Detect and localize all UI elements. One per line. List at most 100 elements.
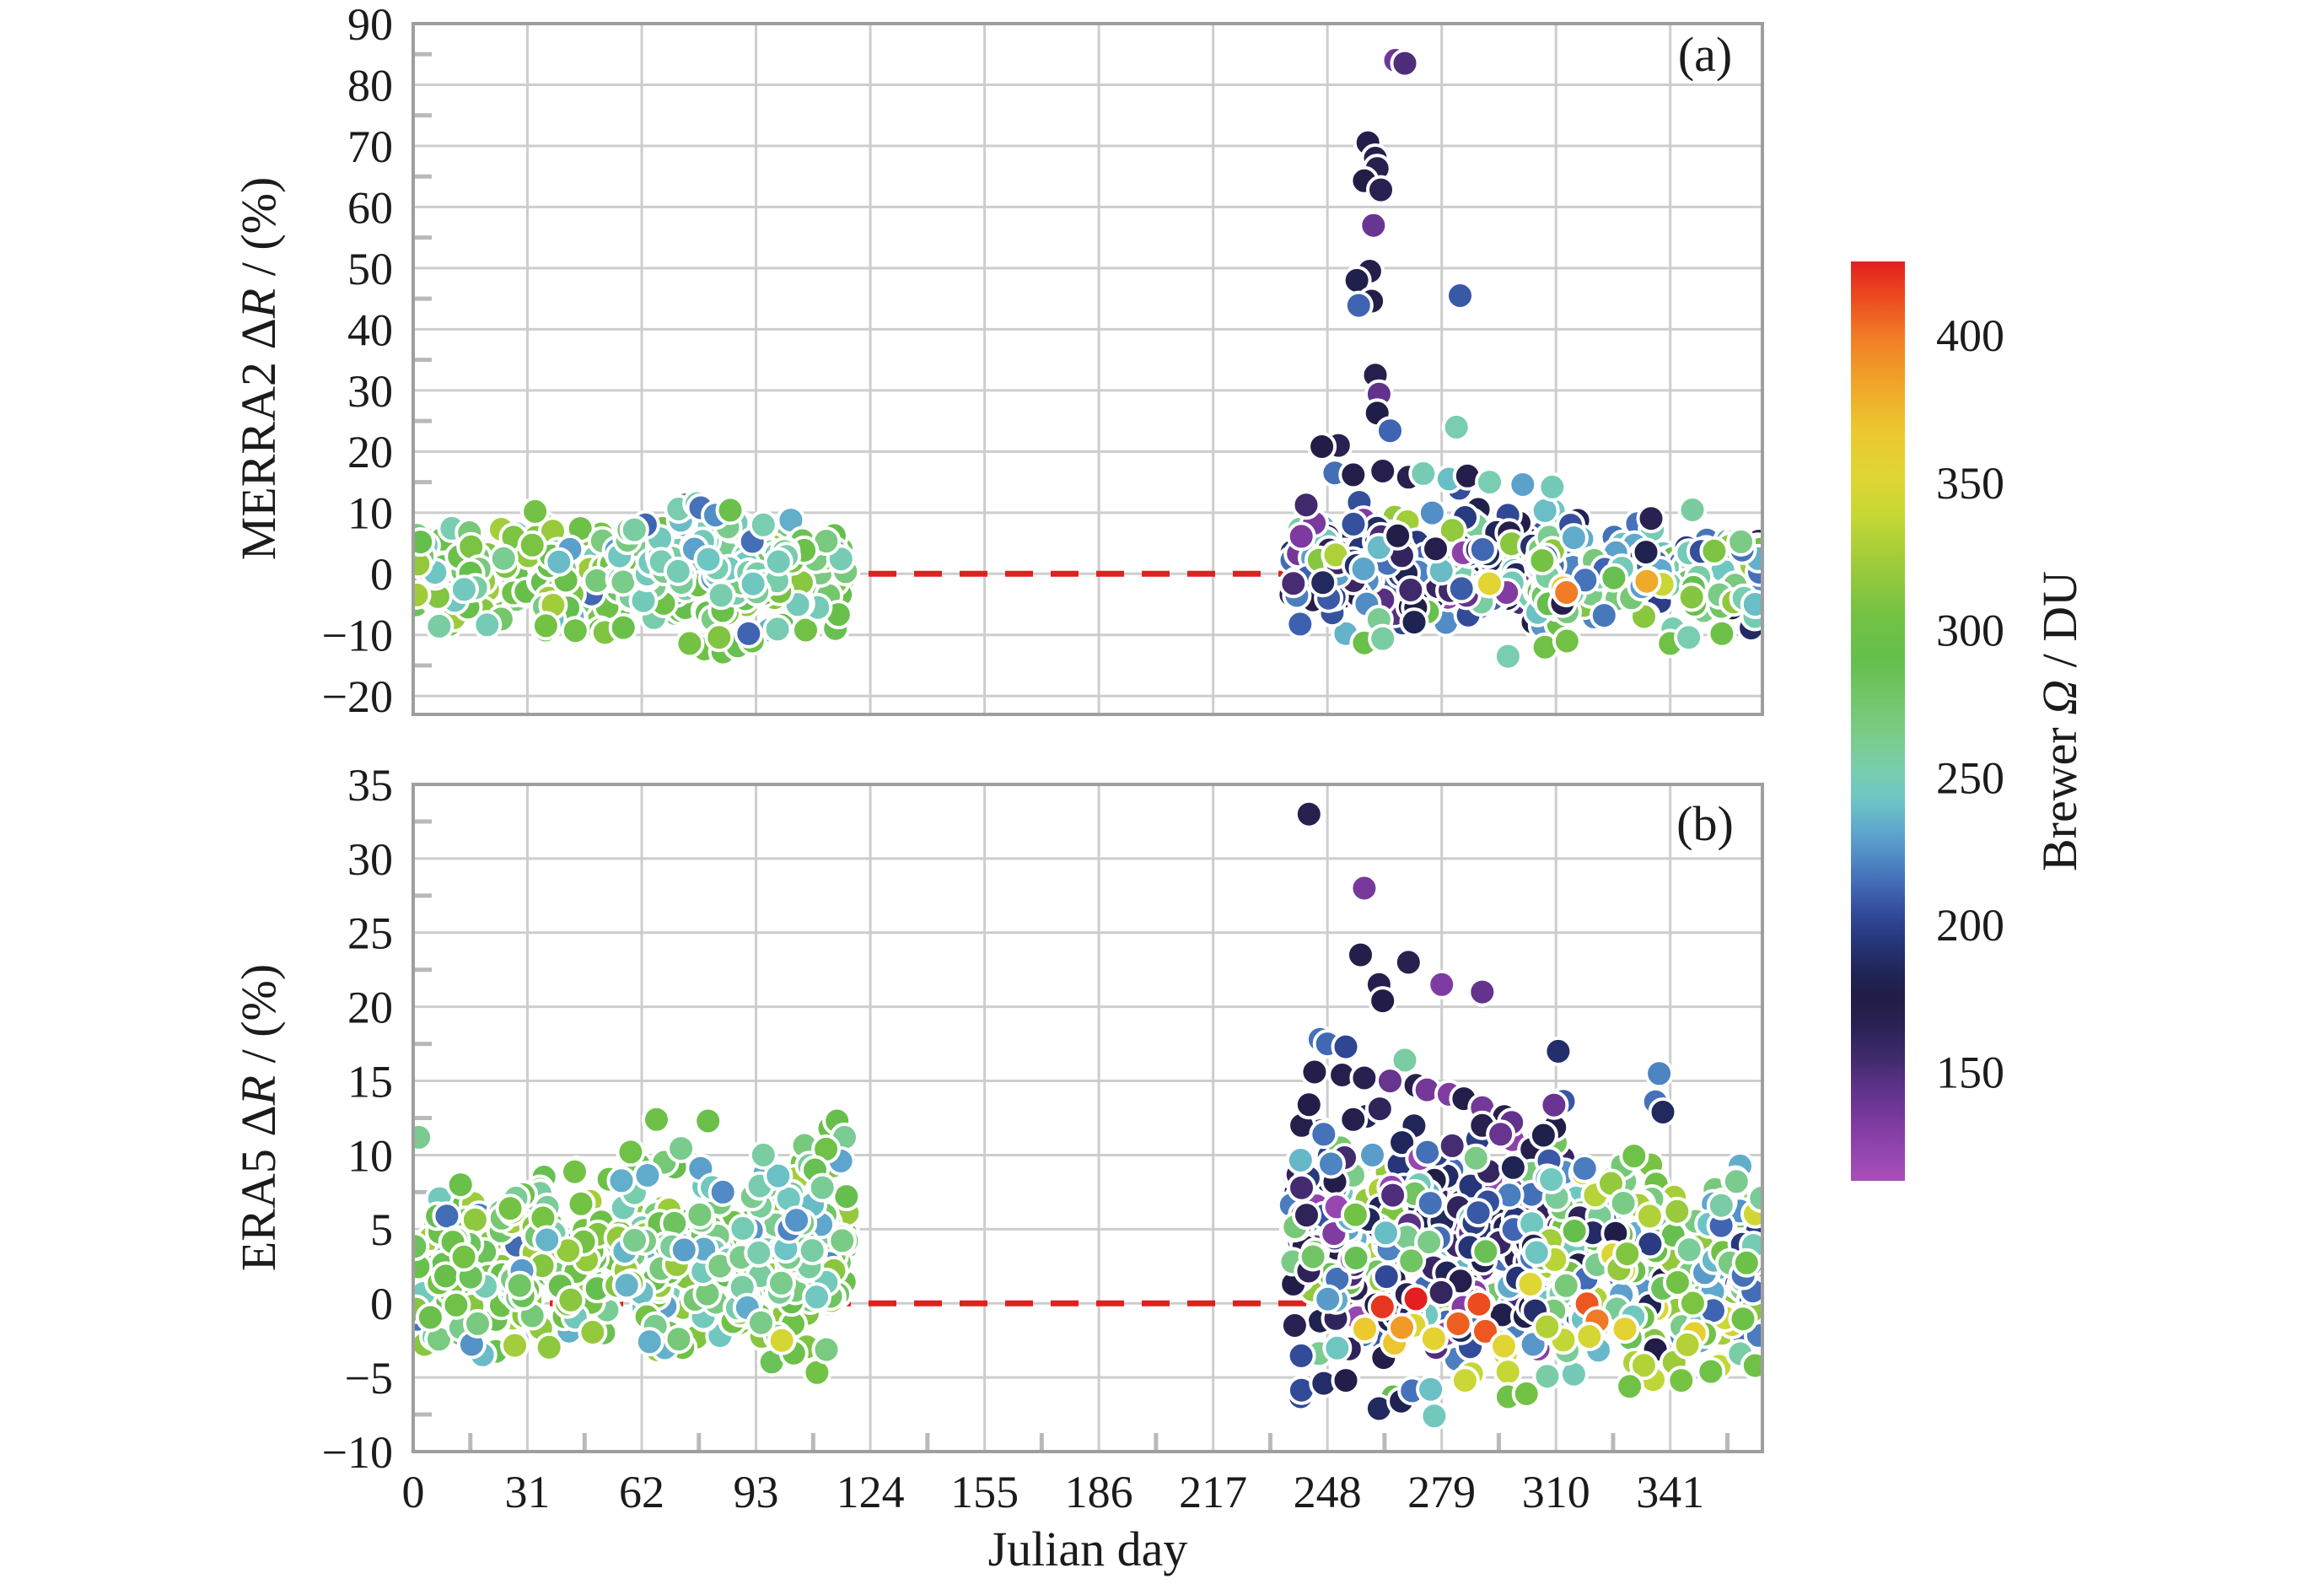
scatter-point: [1294, 799, 1324, 829]
scatter-point: [1338, 509, 1369, 539]
colorbar-title: Brewer Ω / DU: [2032, 571, 2087, 871]
colorbar-tick-label: 350: [1936, 458, 2004, 509]
scatter-point: [1350, 1314, 1380, 1344]
scatter-point: [1636, 504, 1666, 534]
scatter-point: [1368, 986, 1398, 1016]
scatter-point: [1615, 1371, 1645, 1402]
scatter-point: [1493, 1357, 1523, 1387]
scatter-point: [1358, 1140, 1387, 1170]
scatter-point: [1285, 1145, 1315, 1175]
panel-a-frame: [412, 22, 1764, 716]
x-tick-label: 341: [1636, 1467, 1704, 1517]
colorbar-tick-label: 300: [1936, 606, 2004, 656]
colorbar-tick-labels: 150 200 250 300 350 400: [1936, 310, 2004, 1097]
scatter-point: [1662, 1196, 1692, 1226]
scatter-point: [556, 1285, 586, 1315]
scatter-point: [1569, 1153, 1600, 1183]
scatter-point: [517, 530, 547, 560]
scatter-point: [1677, 1288, 1708, 1318]
scatter-point: [1338, 1104, 1369, 1134]
y-tick-label: 15: [347, 1056, 393, 1107]
scatter-point: [1740, 1350, 1762, 1381]
scatter-point: [1644, 1059, 1675, 1089]
scatter-point: [1371, 1262, 1401, 1292]
panel-a-y-title-suffix: / (%): [231, 177, 286, 288]
scatter-point: [642, 1104, 671, 1134]
scatter-point: [1474, 568, 1504, 599]
scatter-point: [1396, 575, 1426, 605]
scatter-point: [1539, 1090, 1569, 1120]
colorbar-title-prefix: Brewer: [2032, 715, 2087, 871]
panel-b-y-axis-title: ERA5 ΔR / (%): [231, 964, 286, 1271]
scatter-point: [1498, 1152, 1528, 1183]
scatter-point: [449, 1242, 479, 1272]
scatter-point: [1340, 1199, 1370, 1230]
panel-a-y-title-italic: R: [231, 288, 286, 319]
scatter-point: [693, 544, 724, 574]
scatter-point: [1279, 1311, 1310, 1340]
scatter-point: [811, 1334, 842, 1365]
y-tick-label: 30: [347, 834, 393, 885]
scatter-point: [1674, 1235, 1704, 1265]
scatter-point: [1299, 1057, 1330, 1087]
scatter-point: [560, 1156, 589, 1187]
scatter-point: [1426, 1277, 1456, 1307]
y-tick-label: 20: [347, 427, 393, 477]
panel-a-points: [413, 46, 1762, 671]
panel-b-y-title-prefix: ERA5 Δ: [231, 1105, 286, 1271]
scatter-point: [763, 1161, 793, 1191]
scatter-point: [1445, 281, 1475, 310]
scatter-point: [472, 610, 503, 640]
scatter-point: [1349, 873, 1380, 903]
scatter-point: [1666, 1366, 1697, 1396]
scatter-point: [1367, 1291, 1397, 1322]
scatter-point: [1378, 1180, 1408, 1210]
panel-a-y-axis-title: MERRA2 ΔR / (%): [231, 177, 286, 561]
scatter-point: [1441, 412, 1471, 442]
scatter-point: [500, 1330, 530, 1360]
scatter-point: [611, 1270, 642, 1301]
y-tick-label: 50: [347, 244, 393, 294]
scatter-point: [1610, 1314, 1640, 1344]
colorbar: [1851, 261, 1905, 1181]
scatter-point: [1396, 1246, 1427, 1276]
y-tick-label: 0: [370, 1279, 393, 1329]
x-axis-title: Julian day: [988, 1522, 1188, 1576]
panel-border: [412, 22, 1764, 716]
scatter-point: [1285, 609, 1315, 639]
panel-b-y-title-italic: R: [231, 1075, 286, 1106]
scatter-point: [634, 1327, 664, 1357]
scatter-point: [1331, 1366, 1361, 1396]
y-tick-label: 10: [347, 1130, 393, 1181]
scatter-point: [663, 556, 693, 586]
scatter-point: [1552, 578, 1582, 607]
scatter-point: [669, 1235, 699, 1265]
scatter-point: [1313, 1284, 1343, 1314]
scatter-point: [1292, 1200, 1321, 1231]
scatter-point: [532, 1225, 562, 1255]
scatter-point: [666, 1134, 697, 1164]
scatter-point: [1341, 1243, 1371, 1273]
x-tick-label: 310: [1522, 1467, 1590, 1517]
scatter-point: [1508, 470, 1538, 499]
scatter-point: [632, 1161, 663, 1190]
scatter-point: [1599, 563, 1629, 593]
scatter-point: [1634, 1201, 1665, 1231]
scatter-point: [1532, 1312, 1563, 1342]
colorbar-title-italic: Ω: [2032, 680, 2087, 715]
scatter-point: [1677, 495, 1708, 525]
scatter-point: [807, 1172, 837, 1203]
scatter-point: [445, 1170, 476, 1200]
scatter-point: [1608, 1188, 1638, 1218]
scatter-point: [1612, 1239, 1643, 1269]
x-tick-label: 217: [1179, 1467, 1247, 1517]
y-tick-label: 25: [347, 908, 393, 959]
scatter-point: [1371, 1218, 1401, 1248]
scatter-point: [1343, 290, 1374, 321]
colorbar-tick-label: 400: [1936, 310, 2004, 361]
axis-tick-labels: −20−100102030405060708090−10−50510152025…: [322, 0, 1705, 1517]
scatter-point: [1390, 48, 1420, 78]
scatter-point: [1559, 1216, 1590, 1246]
x-tick-label: 186: [1065, 1467, 1133, 1517]
